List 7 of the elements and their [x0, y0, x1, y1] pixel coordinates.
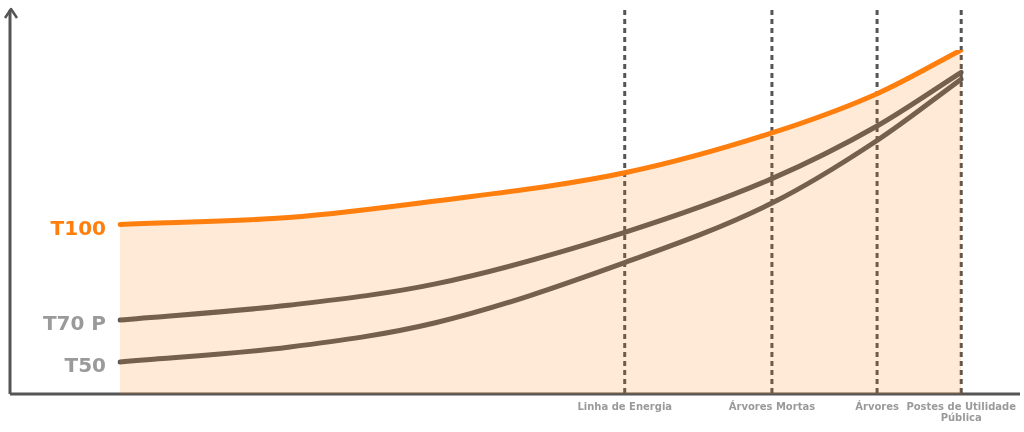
series-label: T70 P	[42, 311, 106, 336]
series-label: T100	[50, 215, 106, 240]
x-tick-label: Postes de Utilidade Pública	[906, 401, 1017, 424]
x-tick-label: Árvores Mortas	[728, 400, 816, 413]
x-tick-label: Árvores	[855, 400, 899, 413]
x-tick-label: Linha de Energia	[577, 401, 673, 413]
series-label: T50	[64, 353, 106, 378]
